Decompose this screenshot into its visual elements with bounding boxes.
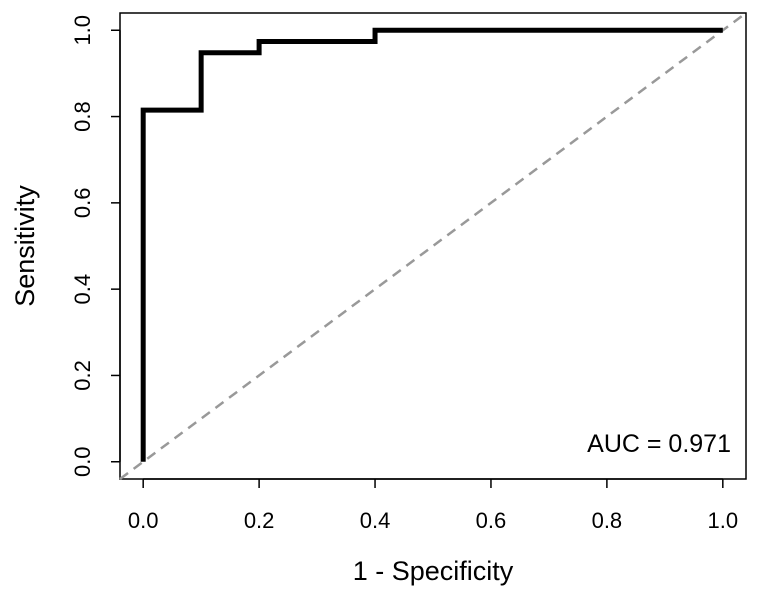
y-tick-label: 0.2 bbox=[70, 360, 95, 391]
x-tick-label: 0.2 bbox=[244, 508, 275, 533]
x-tick-label: 0.4 bbox=[360, 508, 391, 533]
series-lines bbox=[119, 11, 747, 481]
x-tick-label: 1.0 bbox=[708, 508, 739, 533]
y-tick-label: 0.4 bbox=[70, 274, 95, 305]
y-tick-label: 0.8 bbox=[70, 101, 95, 132]
x-tick-label: 0.6 bbox=[476, 508, 507, 533]
roc-curve bbox=[140, 27, 723, 462]
reference-diagonal-line bbox=[119, 11, 747, 481]
x-tick-label: 0.8 bbox=[592, 508, 623, 533]
y-axis: 0.0 0.2 0.4 0.6 0.8 1.0 bbox=[70, 15, 121, 477]
y-tick-label: 0.0 bbox=[70, 446, 95, 477]
x-axis-title: 1 - Specificity bbox=[353, 556, 514, 586]
auc-annotation: AUC = 0.971 bbox=[587, 430, 731, 458]
y-tick-label: 1.0 bbox=[70, 15, 95, 46]
y-tick-label: 0.6 bbox=[70, 188, 95, 219]
y-axis-title: Sensitivity bbox=[10, 185, 40, 307]
x-axis: 0.0 0.2 0.4 0.6 0.8 1.0 bbox=[128, 478, 739, 533]
x-tick-label: 0.0 bbox=[128, 508, 159, 533]
